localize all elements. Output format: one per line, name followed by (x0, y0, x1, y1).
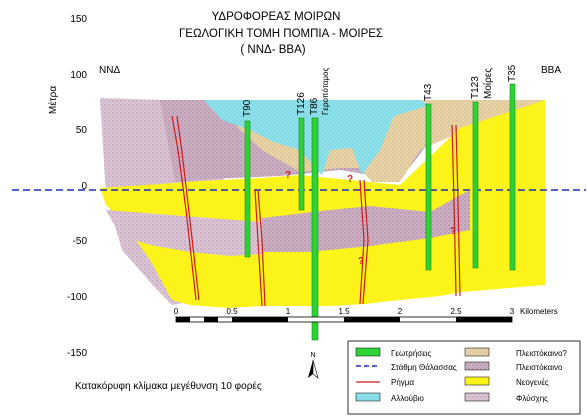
fault-line (254, 189, 263, 307)
boreholes (244, 83, 516, 341)
faults (171, 115, 461, 307)
legend-swatch-pleistocene-q (464, 347, 490, 357)
stream-label: Γεροπόταμος (321, 68, 330, 115)
legend-swatch-pleistocene (464, 361, 490, 371)
legend-label: Γεωτρήσεις (391, 349, 432, 358)
legend-label: Πλειστόκαινο? (516, 349, 567, 358)
borehole-labels: Τ90 Τ126 Τ86 Γεροπόταμος Τ43 Τ123 Μοίρες… (242, 64, 518, 117)
scale-bar: 0 0.5 1 1.5 2 2.5 3 Kilometers (174, 307, 558, 323)
fault-line (455, 124, 461, 297)
borehole-label: Τ35 (507, 64, 518, 82)
title-line-2: ΓΕΩΛΟΓΙΚΗ ΤΟΜΗ ΠΟΜΠΙΑ - ΜΟΙΡΕΣ (179, 28, 383, 40)
y-tick-label: 50 (76, 125, 88, 136)
legend-swatch-boreholes (355, 347, 381, 357)
scale-tick-label: 0 (174, 307, 179, 316)
y-tick-label: -150 (67, 348, 87, 359)
y-tick-label: 100 (70, 70, 87, 81)
fault-line (176, 115, 200, 301)
legend-label: Φλύσχης (516, 394, 548, 403)
borehole-label: Τ123 (470, 76, 481, 99)
fault-line (451, 124, 457, 297)
north-label: N (310, 352, 315, 359)
y-tick-label: 0 (81, 181, 87, 192)
legend-swatch-neogene (464, 376, 490, 386)
legend-swatch-alluvium (355, 392, 381, 402)
borehole-t123 (472, 101, 479, 269)
fault-line (171, 115, 197, 301)
borehole-t126 (298, 117, 305, 211)
neogene-layer (100, 100, 545, 308)
fault-line (257, 189, 266, 307)
y-axis-label: Μέτρα (47, 86, 59, 114)
scale-tick-label: 2.5 (450, 307, 462, 316)
y-tick-label: -50 (73, 236, 88, 247)
borehole-t35 (509, 83, 516, 271)
direction-right: ΒΒΑ (541, 65, 561, 76)
vertical-exaggeration-note: Κατακόρυφη κλίμακα μεγέθυνση 10 φορές (75, 380, 262, 392)
question-mark: ? (358, 256, 364, 267)
question-mark: ? (285, 170, 291, 181)
borehole-label: Τ90 (242, 99, 253, 117)
legend-label: Πλειστόκαινο (516, 363, 563, 372)
title-line-3: ( ΝΝΔ- ΒΒΑ) (240, 44, 305, 56)
strata (100, 98, 545, 308)
flysch-lower-band (106, 210, 262, 256)
scale-unit-label: Kilometers (520, 307, 558, 316)
legend-swatch-flysch (464, 392, 490, 402)
borehole-t86 (311, 117, 319, 341)
y-tick-label: 150 (70, 14, 87, 25)
y-axis: 150 100 50 0 -50 -100 -150 Μέτρα (47, 14, 87, 359)
borehole-t90 (244, 120, 251, 258)
north-arrow: N (308, 352, 319, 379)
fault-line (359, 179, 365, 305)
question-mark: ? (450, 226, 456, 237)
scale-tick-label: 3 (510, 307, 515, 316)
legend-label: Στάθμη Θάλασσας (391, 363, 457, 372)
scale-tick-label: 2 (398, 307, 403, 316)
scale-tick-label: 0.5 (226, 307, 238, 316)
question-mark: ? (347, 174, 353, 185)
unknown-marks: ? ? ? ? (285, 170, 456, 267)
borehole-label: Τ86 (309, 97, 320, 115)
legend-label: Ρήγμα (391, 378, 414, 387)
scale-tick-label: 1 (286, 307, 291, 316)
borehole-label: Τ43 (423, 83, 434, 101)
borehole-label: Τ126 (296, 92, 307, 115)
scale-tick-label: 1.5 (338, 307, 350, 316)
title-line-1: ΥΔΡΟΦΟΡΕΑΣ ΜΟΙΡΩΝ (212, 11, 341, 23)
y-tick-label: -100 (67, 292, 87, 303)
title-block: ΥΔΡΟΦΟΡΕΑΣ ΜΟΙΡΩΝ ΓΕΩΛΟΓΙΚΗ ΤΟΜΗ ΠΟΜΠΙΑ … (179, 11, 383, 56)
town-label: Μοίρες (482, 68, 494, 99)
legend-label: Νεογενές (516, 378, 549, 387)
legend: Γεωτρήσεις Στάθμη Θάλασσας Ρήγμα Αλλούβι… (347, 340, 581, 415)
legend-label: Αλλούβιο (391, 394, 424, 403)
borehole-t43 (425, 103, 432, 271)
fault-line (362, 179, 369, 305)
direction-left: ΝΝΔ (99, 65, 120, 76)
